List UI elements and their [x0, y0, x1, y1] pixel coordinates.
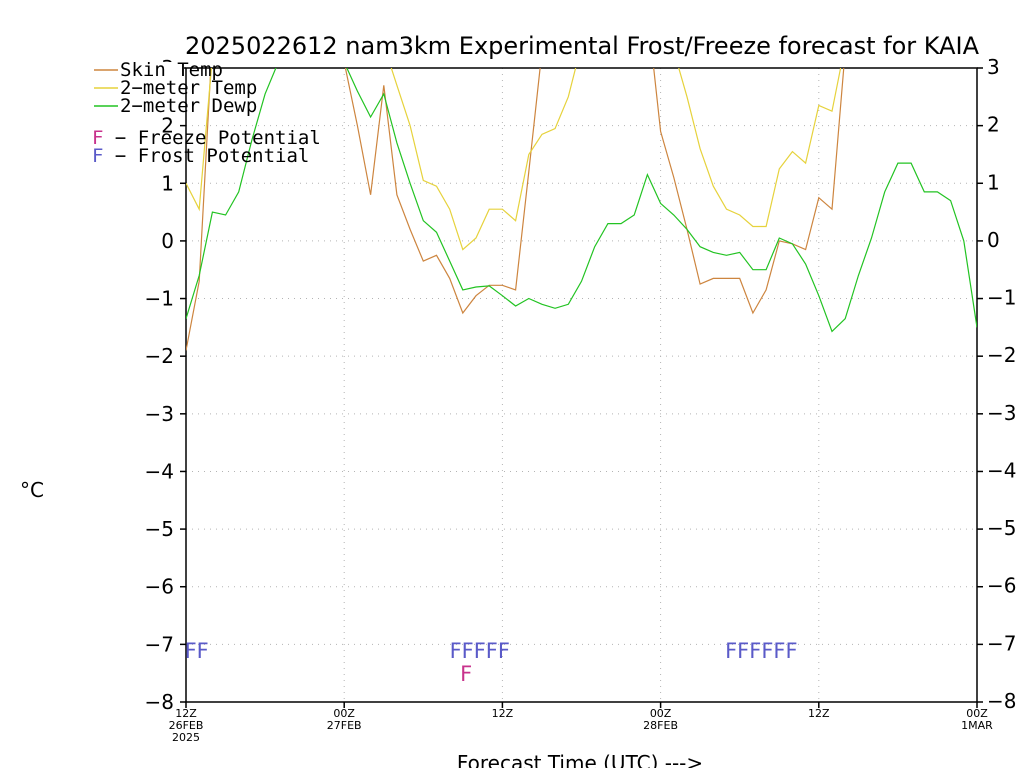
y-tick-label: 0	[161, 229, 174, 253]
x-tick-label: 12Z	[492, 707, 514, 720]
legend-background	[92, 62, 184, 78]
y-tick-label: −8	[145, 690, 174, 714]
y-tick-label: 2	[161, 114, 174, 138]
y-tick-label-right: −5	[987, 516, 1016, 540]
y-tick-label-right: −4	[987, 458, 1016, 482]
legend-freeze-label: F − Freeze Potential	[92, 127, 321, 149]
x-tick-label: 12Z	[175, 707, 197, 720]
freeze-flag: F	[460, 662, 472, 686]
x-tick-label: 27FEB	[327, 719, 362, 732]
y-tick-label: −5	[145, 517, 174, 541]
x-tick-label: 26FEB	[169, 719, 204, 732]
y-tick-label: −7	[145, 632, 174, 656]
y-axis-label: °C	[20, 478, 44, 502]
y-tick-label-right: −7	[987, 631, 1016, 655]
legend-label: 2−meter Dewp	[120, 95, 257, 117]
y-tick-label-right: 2	[987, 113, 1000, 137]
y-tick-label-right: 3	[987, 55, 1000, 79]
x-tick-label: 00Z	[966, 707, 988, 720]
x-axis-label: Forecast Time (UTC) --->	[457, 751, 703, 768]
y-tick-label-right: −6	[987, 574, 1016, 598]
y-tick-label-right: −2	[987, 343, 1016, 367]
y-tick-label-right: −1	[987, 286, 1016, 310]
y-tick-label-right: −8	[987, 689, 1016, 713]
x-tick-label: 2025	[172, 731, 200, 744]
series-lines	[186, 68, 977, 351]
y-tick-label: −6	[145, 575, 174, 599]
y-tick-label-right: −3	[987, 401, 1016, 425]
y-tick-label: −4	[145, 459, 174, 483]
y-tick-label: −1	[145, 287, 174, 311]
frost-flag: FFFFF	[450, 639, 510, 663]
plot-frame	[185, 67, 978, 703]
y-tick-label-right: 1	[987, 170, 1000, 194]
y-tick-label: −3	[145, 402, 174, 426]
y-tick-label: −2	[145, 344, 174, 368]
x-tick-label: 1MAR	[961, 719, 993, 732]
series-line	[186, 68, 977, 333]
legend-label: 2−meter Temp	[120, 77, 257, 99]
x-tick-label: 00Z	[650, 707, 672, 720]
x-tick-label: 28FEB	[643, 719, 678, 732]
x-tick-label: 12Z	[808, 707, 830, 720]
legend-label: Skin Temp	[120, 59, 223, 81]
frost-flag: FF	[185, 639, 209, 663]
grid	[186, 68, 977, 702]
chart-title: 2025022612 nam3km Experimental Frost/Fre…	[185, 32, 980, 60]
legend-frost-label: F − Frost Potential	[92, 145, 309, 167]
y-tick-label: 1	[161, 171, 174, 195]
y-tick-label-right: 0	[987, 228, 1000, 252]
frost-flag: FFFFFF	[725, 639, 797, 663]
x-tick-label: 00Z	[333, 707, 355, 720]
